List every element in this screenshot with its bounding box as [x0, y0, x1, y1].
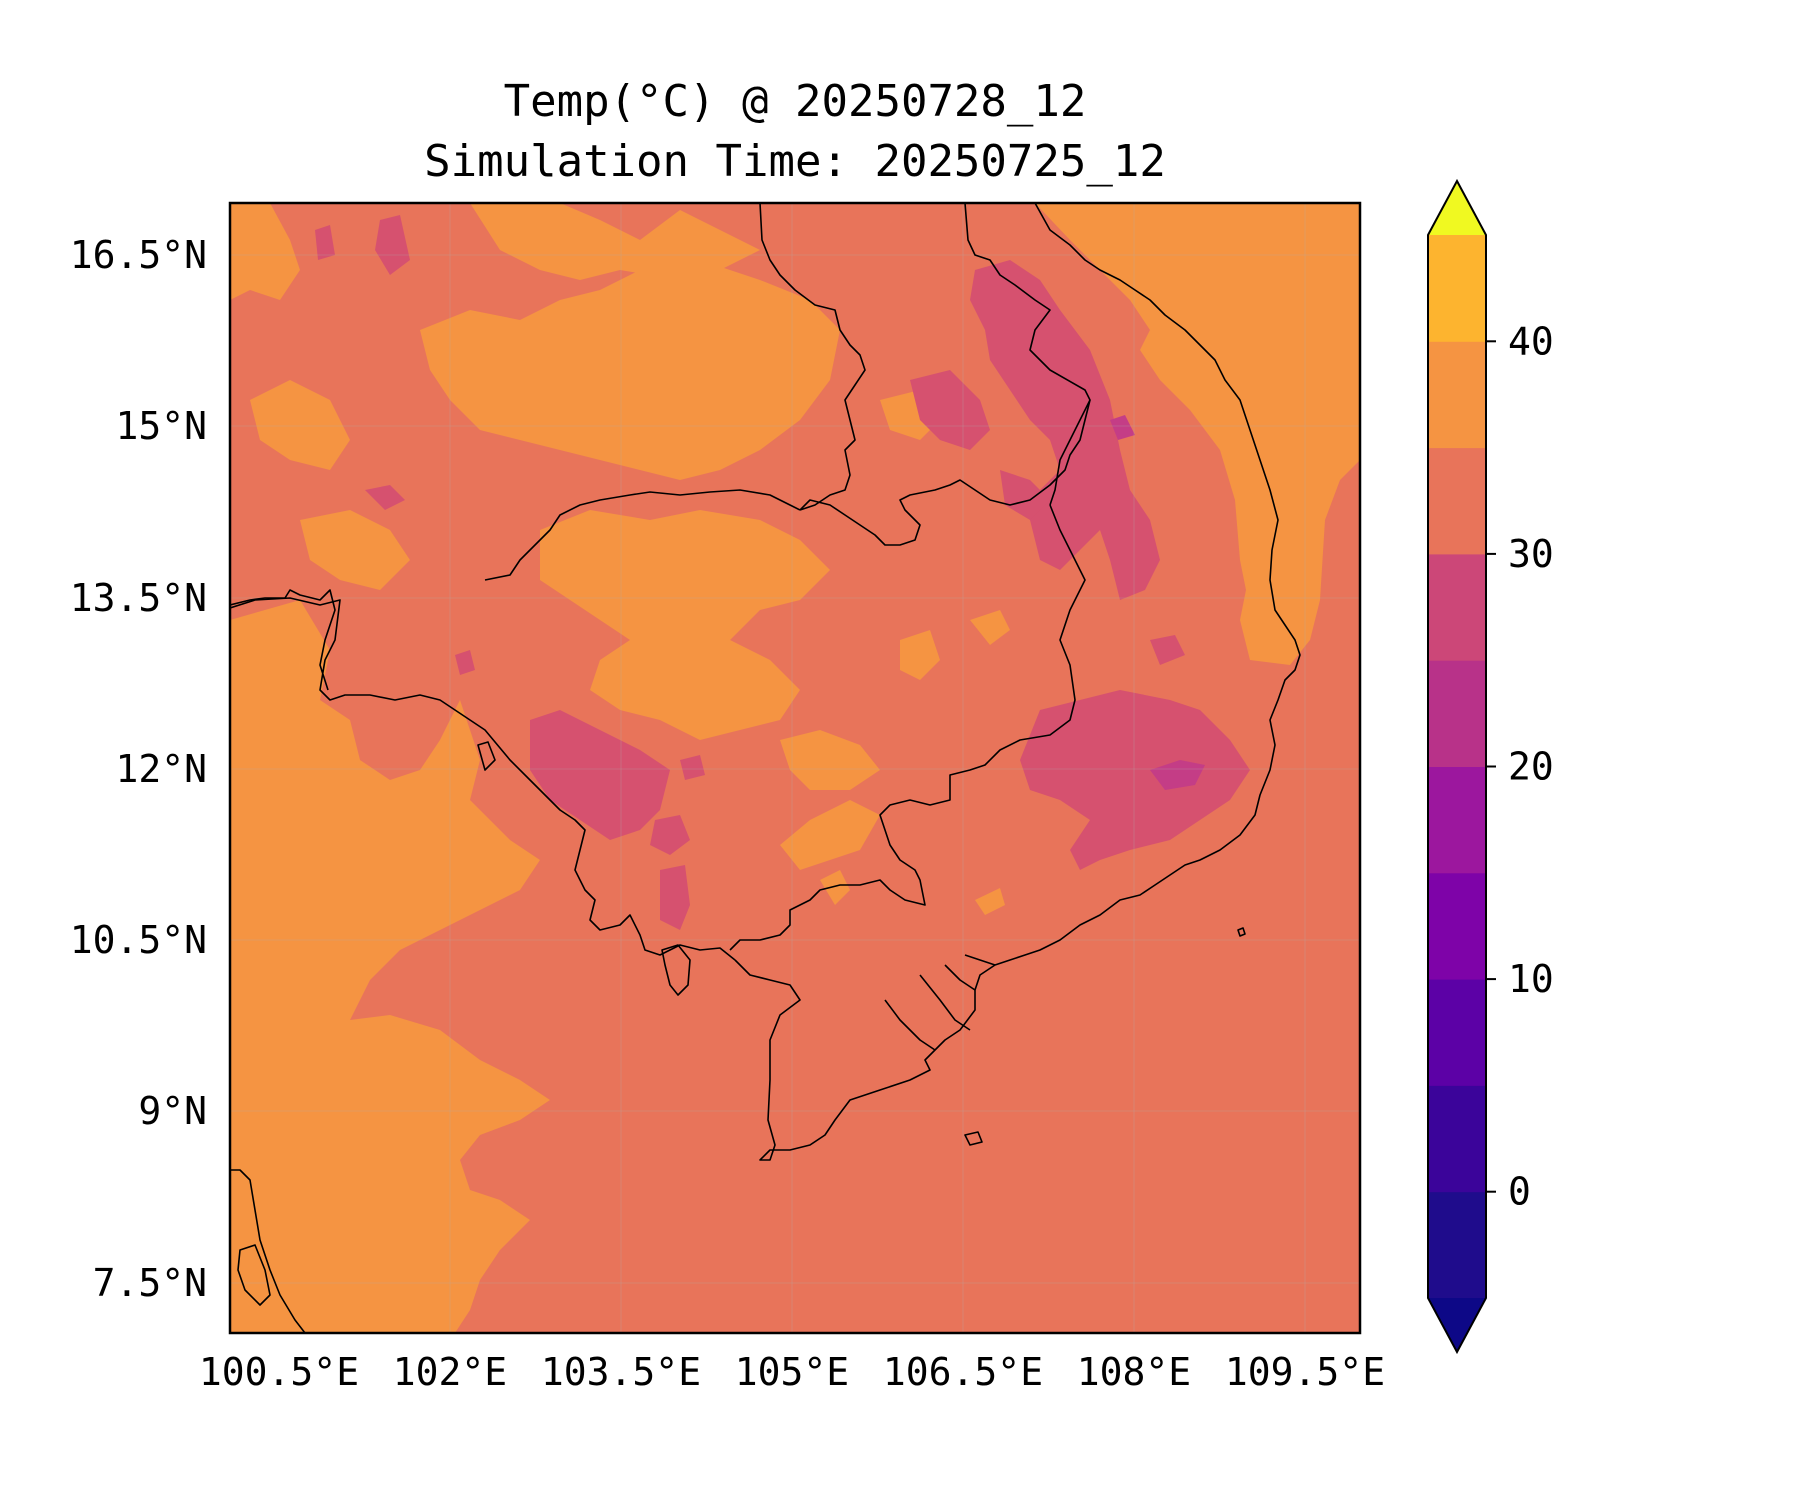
coldest-region-annamite	[1110, 415, 1135, 440]
lon-tick-label: 103.5°E	[541, 1350, 701, 1394]
lon-tick-label: 108°E	[1077, 1350, 1191, 1394]
cool-region-cardamom-2	[650, 815, 690, 855]
colorbar-ticks: 40 30 20 10 0	[1486, 319, 1554, 1214]
colorbar-tick-label: 30	[1508, 532, 1554, 576]
field-band-20-25	[315, 215, 1250, 930]
lon-tick-label: 102°E	[393, 1350, 507, 1394]
cool-region-central-highlands	[1020, 690, 1250, 870]
lon-tick-label: 100.5°E	[199, 1350, 359, 1394]
cool-region-annamite	[970, 260, 1160, 600]
map-frame	[228, 201, 1362, 1335]
colorbar-over-triangle	[1428, 181, 1486, 235]
lon-tick-labels: 100.5°E 102°E 103.5°E 105°E 106.5°E 108°…	[199, 1350, 1385, 1394]
lat-tick-label: 7.5°N	[93, 1261, 207, 1305]
colorbar-tick-label: 0	[1508, 1170, 1531, 1214]
mekong-channel-4	[964, 954, 996, 966]
colorbar-segments	[1428, 235, 1486, 1299]
warm-region-mekong-islet	[975, 888, 1005, 915]
cool-region-southwest	[455, 650, 475, 675]
colorbar-segment	[1428, 1085, 1486, 1193]
lat-tick-label: 13.5°N	[70, 576, 207, 620]
border-laos-cambodia	[799, 399, 1091, 546]
coldest-region-highland	[1150, 760, 1205, 790]
colorbar: 40 30 20 10 0	[1427, 178, 1554, 1355]
border-laos-vietnam	[964, 203, 1091, 506]
cool-region-coast-south	[660, 865, 690, 930]
warm-region-gulf-west	[230, 600, 550, 1333]
border-laos-thailand	[759, 203, 866, 511]
colorbar-segment	[1428, 235, 1486, 342]
cool-region-west	[365, 485, 405, 510]
cool-region-central-1	[680, 755, 705, 780]
island-koh-kong	[477, 741, 496, 771]
coastline-thailand-east	[230, 597, 736, 961]
mekong-channel-2	[919, 974, 971, 1031]
coastline-cambodia-vietnam-south	[734, 203, 1301, 1161]
lat-tick-label: 15°N	[115, 404, 207, 448]
warm-region-cambodia-south	[780, 800, 880, 870]
lon-tick-label: 106.5°E	[883, 1350, 1043, 1394]
colorbar-tick-label: 10	[1508, 957, 1554, 1001]
lon-tick-label: 109.5°E	[1225, 1350, 1385, 1394]
warm-region-east-coast	[1140, 330, 1285, 610]
warm-region-cambodia-east	[780, 730, 880, 790]
lat-tick-label: 10.5°N	[70, 918, 207, 962]
colorbar-segment	[1428, 766, 1486, 874]
cool-region-laos-2	[1000, 470, 1050, 520]
warm-region-north-1	[420, 260, 840, 480]
colorbar-tick-label: 40	[1508, 319, 1554, 363]
warm-region-west-1	[250, 380, 350, 470]
chart-subtitle: Simulation Time: 20250725_12	[424, 136, 1166, 187]
field-band-15-20	[1110, 415, 1205, 790]
colorbar-outline	[1427, 178, 1487, 1355]
colorbar-segment	[1428, 979, 1486, 1086]
temperature-field	[230, 203, 1360, 1333]
warm-region-cambodia-plain	[540, 510, 830, 740]
lat-tick-labels: 16.5°N 15°N 13.5°N 12°N 10.5°N 9°N 7.5°N	[70, 233, 207, 1305]
warm-region-plateau-east	[900, 630, 940, 680]
lat-tick-label: 12°N	[115, 747, 207, 791]
chart-title: Temp(°C) @ 20250728_12	[503, 76, 1087, 127]
island-offshore	[1237, 927, 1246, 937]
colorbar-segment	[1428, 872, 1486, 980]
border-thailand-myanmar	[230, 589, 336, 691]
coastlines-borders	[230, 203, 1301, 1333]
warm-region-plateau-east-2	[970, 610, 1010, 645]
border-cambodia-vietnam	[729, 504, 1086, 951]
colorbar-segment	[1428, 447, 1486, 555]
lon-tick-label: 105°E	[735, 1350, 849, 1394]
cool-region-laos-1	[910, 370, 990, 450]
colorbar-segment	[1428, 660, 1486, 767]
cool-region-north-2	[315, 225, 335, 260]
warm-region-north-2	[470, 203, 760, 280]
cool-region-north-1	[375, 215, 410, 275]
warm-region-cambodia-south-2	[820, 870, 850, 905]
mekong-channel-3	[944, 964, 976, 991]
graticule	[230, 203, 1360, 1333]
lat-tick-label: 9°N	[138, 1089, 207, 1133]
field-band-30-35	[230, 203, 1360, 1333]
warm-region-west-2	[300, 510, 410, 590]
warm-region-northwest	[230, 203, 300, 300]
colorbar-under-triangle	[1428, 1298, 1486, 1352]
lat-tick-label: 16.5°N	[70, 233, 207, 277]
mekong-channel-1	[884, 999, 936, 1051]
cool-region-coastal-east	[1150, 635, 1185, 665]
island-phu-quoc	[661, 944, 691, 996]
island-con-dao	[964, 1131, 983, 1146]
coastline-malay	[230, 1169, 306, 1333]
colorbar-segment	[1428, 553, 1486, 661]
border-thailand-cambodia	[484, 489, 801, 581]
colorbar-tick-label: 20	[1508, 745, 1554, 789]
island-malay-1	[237, 1244, 271, 1306]
colorbar-segment	[1428, 1191, 1486, 1299]
cool-region-cardamom	[530, 710, 670, 840]
colorbar-segment	[1428, 341, 1486, 449]
